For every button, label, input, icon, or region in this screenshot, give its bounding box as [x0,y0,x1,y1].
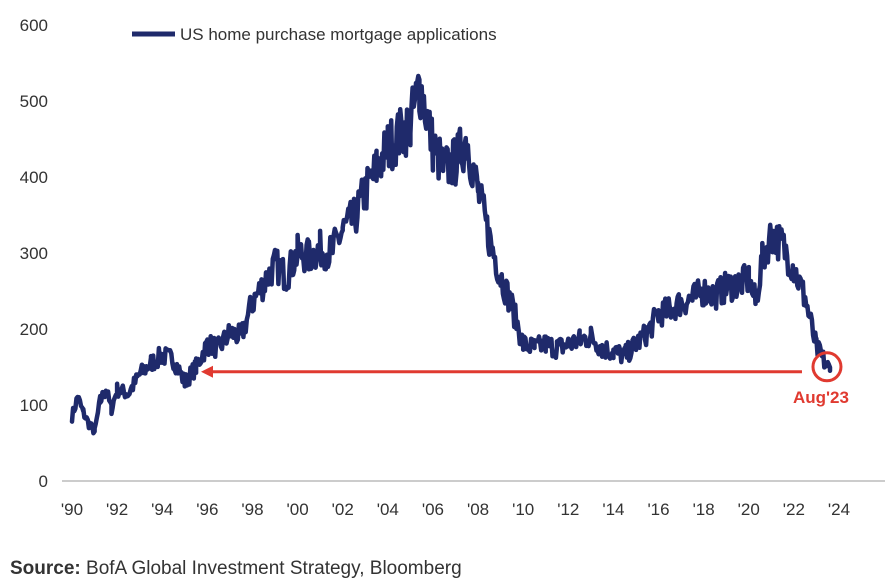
x-tick-label: '94 [151,500,173,519]
series-line-us-home-purchase-mortgage-applications [69,73,833,436]
x-tick-label: '20 [738,500,760,519]
source-prefix: Source: [10,558,81,579]
x-tick-label: '02 [332,500,354,519]
x-tick-label: '08 [467,500,489,519]
annotation-arrowhead [201,365,213,378]
annotation-circle [811,351,843,383]
x-tick-label: '10 [512,500,534,519]
y-tick-label: 200 [20,320,48,339]
x-axis: '90 '92 '94 '96 '98 '00 '02 '04 '06 '08 '10 '12 '14 '… [61,500,850,519]
x-tick-label: '18 [693,500,715,519]
x-tick-label: '22 [783,500,805,519]
y-tick-label: 400 [20,168,48,187]
x-tick-label: '96 [196,500,218,519]
x-tick-label: '12 [557,500,579,519]
legend-label: US home purchase mortgage applications [180,25,497,44]
y-axis: 0 100 200 300 400 500 600 [20,16,48,491]
x-tick-label: '04 [377,500,399,519]
x-tick-label: '06 [422,500,444,519]
source-text: BofA Global Investment Strategy, Bloombe… [80,558,462,579]
y-tick-label: 600 [20,16,48,35]
y-tick-label: 500 [20,92,48,111]
x-tick-label: '16 [647,500,669,519]
annotation-label: Aug'23 [793,388,849,407]
y-tick-label: 300 [20,244,48,263]
x-tick-label: '14 [602,500,624,519]
y-tick-label: 100 [20,396,48,415]
legend: US home purchase mortgage applications [132,25,497,44]
x-tick-label: '00 [287,500,309,519]
x-tick-label: '98 [241,500,263,519]
annotation-aug23: Aug'23 [201,351,849,407]
x-tick-label: '24 [828,500,850,519]
x-tick-label: '92 [106,500,128,519]
y-tick-label: 0 [39,472,48,491]
x-tick-label: '90 [61,500,83,519]
source-note: Source: BofA Global Investment Strategy,… [10,558,462,580]
